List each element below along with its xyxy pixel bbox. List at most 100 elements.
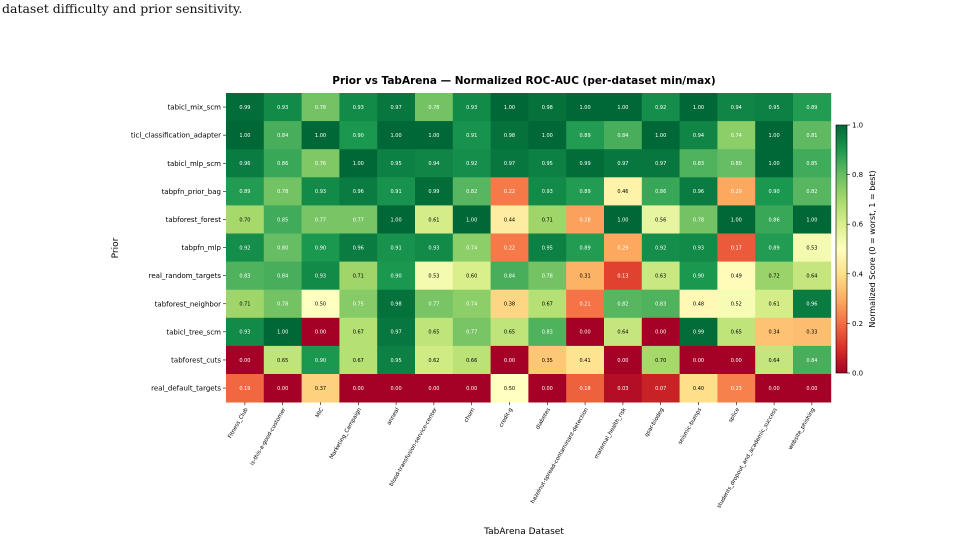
column-labels: Fitness_Club is-this-a-good-customer MIC Ma…: [227, 402, 817, 510]
heatmap-cell: [717, 289, 756, 319]
cell-value-label: 0.75: [353, 302, 364, 308]
heatmap-cell: [717, 317, 756, 347]
cell-value-label: 0.91: [466, 133, 477, 139]
heatmap-cell: [490, 205, 529, 234]
heatmap-cell: [263, 177, 302, 206]
cell-value-label: 1.00: [542, 133, 553, 139]
heatmap-cell: [793, 121, 832, 150]
column-label: qsar-biodeg: [644, 407, 665, 438]
row-label: tabpfn_mlp: [181, 244, 221, 252]
row-label: tabicl_mix_scm: [168, 104, 222, 112]
heatmap-cell: [566, 205, 605, 234]
cell-value-label: 0.00: [731, 358, 742, 364]
caption-fragment: dataset difficulty and prior sensitivity…: [2, 1, 243, 16]
cell-value-label: 0.97: [391, 330, 402, 336]
heatmap-cell: [339, 93, 378, 122]
cell-value-label: 1.00: [391, 217, 402, 223]
cell-value-label: 0.53: [428, 273, 439, 279]
heatmap-cell: [301, 177, 340, 206]
heatmap-cell: [641, 261, 680, 291]
cell-value-label: 0.90: [769, 189, 780, 195]
heatmap-cell: [377, 205, 416, 234]
cell-value-label: 0.70: [655, 358, 666, 364]
column-label: anneal: [386, 407, 401, 427]
cell-value-label: 1.00: [769, 161, 780, 167]
heatmap-cell: [679, 93, 718, 122]
heatmap-cell: [415, 345, 454, 375]
cell-value-label: 0.64: [806, 273, 817, 279]
cell-value-label: 0.48: [693, 302, 704, 308]
cell-value-label: 0.23: [731, 386, 742, 392]
cell-value-label: 0.99: [428, 189, 439, 195]
cell-value-label: 0.96: [806, 302, 817, 308]
cell-value-label: 1.00: [693, 105, 704, 111]
cell-value-label: 0.29: [731, 189, 742, 195]
cell-value-label: 0.93: [277, 105, 288, 111]
cell-value-label: 0.50: [504, 386, 515, 392]
cell-value-label: 0.96: [693, 189, 704, 195]
cell-value-label: 0.34: [769, 330, 780, 336]
cell-value-label: 0.93: [239, 330, 250, 336]
cell-value-label: 0.97: [655, 161, 666, 167]
cell-value-label: 0.91: [391, 245, 402, 251]
heatmap-cell: [263, 345, 302, 375]
heatmap-cell: [528, 233, 567, 262]
heatmap-cell: [641, 121, 680, 150]
heatmap-cell: [566, 345, 605, 375]
heatmap-cell: [793, 93, 832, 122]
cell-value-label: 0.89: [580, 189, 591, 195]
heatmap-cell: [679, 317, 718, 347]
heatmap-cell: [452, 121, 491, 150]
heatmap-cell: [301, 233, 340, 262]
heatmap-cell: [452, 374, 491, 403]
heatmap-cell: [793, 261, 832, 291]
cell-value-label: 0.33: [806, 330, 817, 336]
heatmap-cell: [339, 177, 378, 206]
cell-value-label: 0.63: [655, 273, 666, 279]
heatmap-cell: [717, 93, 756, 122]
cell-value-label: 0.41: [580, 358, 591, 364]
cell-value-label: 0.82: [466, 189, 477, 195]
cell-value-label: 0.83: [239, 273, 250, 279]
cell-value-label: 0.86: [769, 217, 780, 223]
cell-value-label: 0.95: [391, 358, 402, 364]
heatmap-cell: [415, 317, 454, 347]
heatmap-cell: [226, 93, 265, 122]
heatmap-cell: [679, 177, 718, 206]
cell-value-label: 0.62: [428, 358, 439, 364]
heatmap-cell: [452, 93, 491, 122]
cell-value-label: 0.90: [315, 245, 326, 251]
heatmap-cell: [641, 93, 680, 122]
heatmap-cell: [339, 205, 378, 234]
heatmap-cell: [679, 289, 718, 319]
colorbar: [835, 124, 848, 374]
heatmap-cell: [604, 233, 643, 262]
heatmap-cell: [490, 345, 529, 375]
heatmap-cell: [452, 261, 491, 291]
cell-value-label: 0.78: [277, 189, 288, 195]
row-label: tabforest_forest: [166, 216, 222, 224]
cell-value-label: 0.03: [617, 386, 628, 392]
cell-value-label: 0.64: [769, 358, 780, 364]
cell-value-label: 0.92: [655, 245, 666, 251]
cell-value-label: 0.56: [655, 217, 666, 223]
cell-value-label: 0.89: [580, 133, 591, 139]
heatmap-cell: [490, 149, 529, 178]
cell-value-label: 0.67: [542, 302, 553, 308]
heatmap-cell: [490, 261, 529, 291]
heatmap-cell: [226, 317, 265, 347]
cell-value-label: 1.00: [806, 217, 817, 223]
cell-value-label: 0.00: [428, 386, 439, 392]
heatmap-cell: [641, 374, 680, 403]
cell-value-label: 0.74: [466, 245, 477, 251]
cell-value-label: 0.83: [693, 161, 704, 167]
cell-value-label: 0.96: [353, 245, 364, 251]
heatmap-cell: [263, 205, 302, 234]
cell-value-label: 0.71: [239, 302, 250, 308]
column-label: Fitness_Club: [227, 407, 250, 440]
heatmap-cell: [604, 205, 643, 234]
cell-value-label: 0.67: [353, 330, 364, 336]
cell-value-label: 0.84: [806, 358, 817, 364]
heatmap-cell: [415, 177, 454, 206]
cell-value-label: 0.31: [580, 273, 591, 279]
